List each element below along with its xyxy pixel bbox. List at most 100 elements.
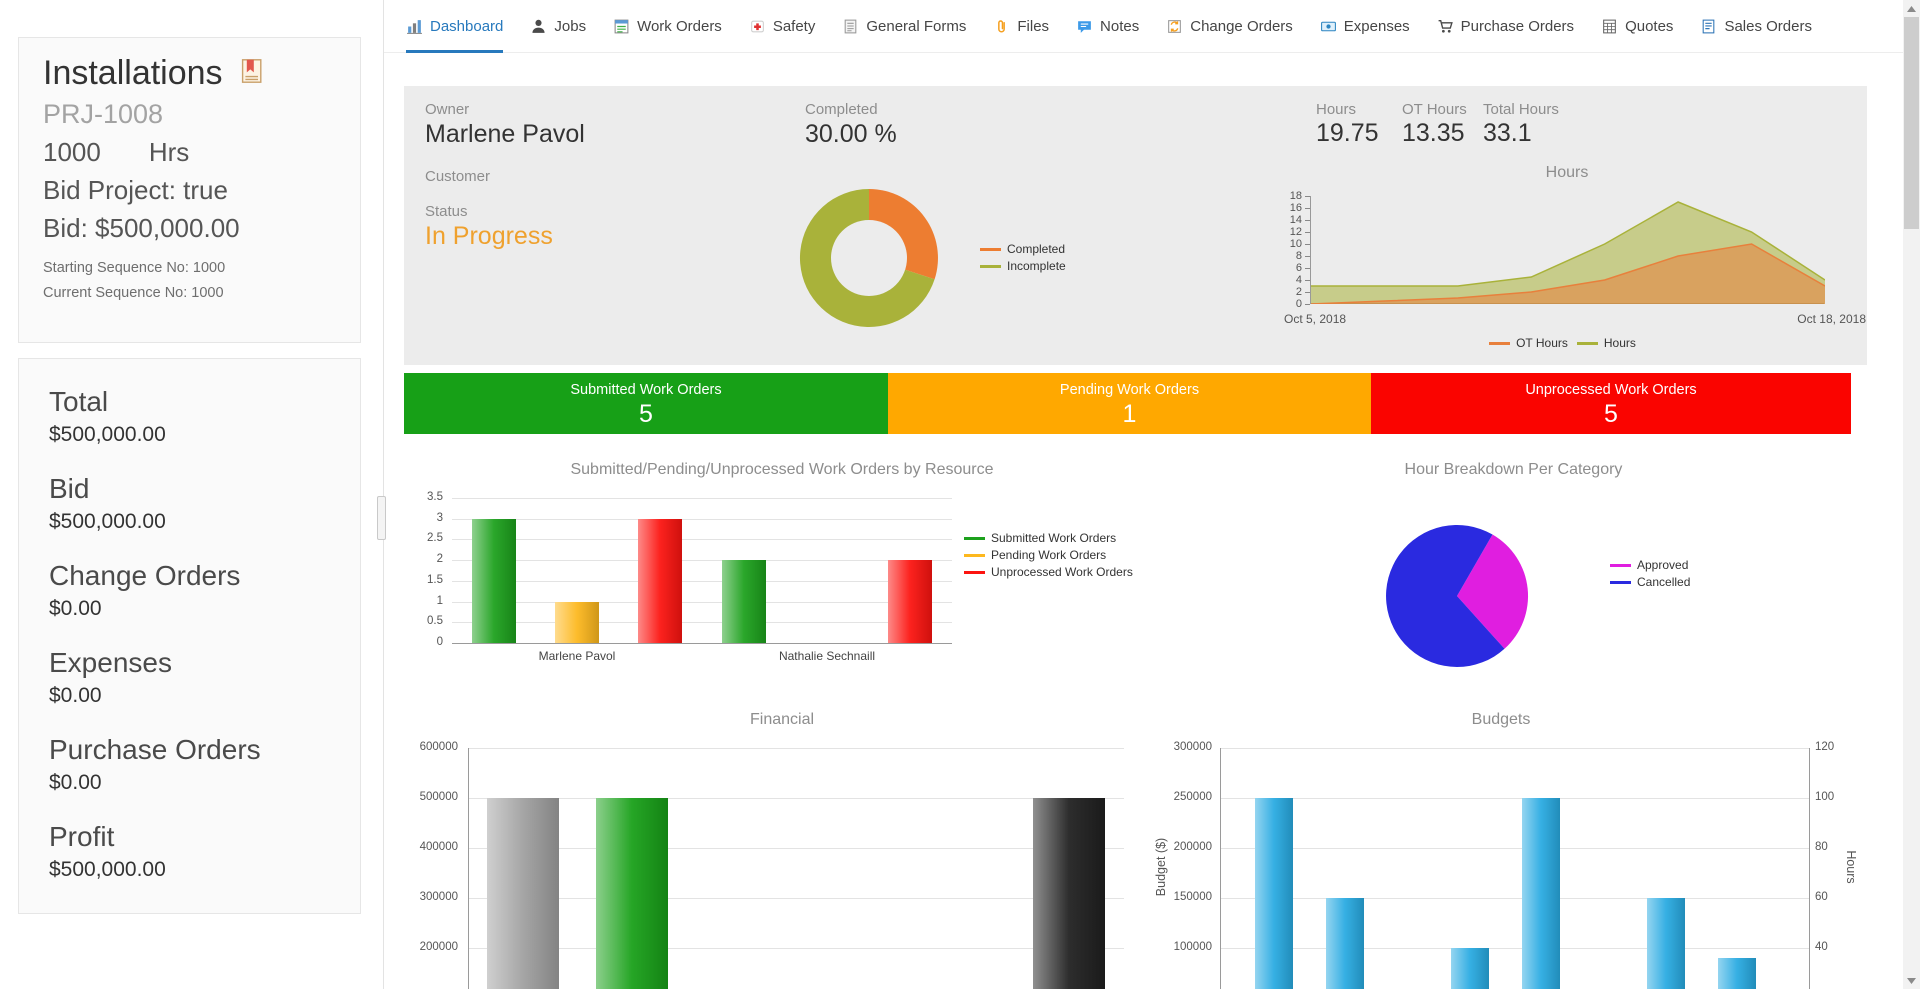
project-type-icon <box>237 57 265 90</box>
project-summary-panel: Installations PRJ-1008 1000 Hrs Bid Proj… <box>18 37 361 343</box>
financial-value: $0.00 <box>49 684 102 707</box>
tab-label: Jobs <box>554 17 587 35</box>
hour-breakdown-legend: Approved Cancelled <box>1610 558 1690 592</box>
grid-line <box>452 518 952 520</box>
tab-quotes[interactable]: Quotes <box>1601 0 1673 53</box>
grid-line <box>452 498 952 499</box>
left-tick-label: 200000 <box>1173 841 1212 853</box>
y-tick-label: 2.5 <box>427 532 443 545</box>
sales-orders-icon <box>1700 18 1717 35</box>
tab-safety[interactable]: Safety <box>749 0 816 53</box>
legend-item: Incomplete <box>980 259 1066 273</box>
ot-hours-stat-label: OT Hours <box>1402 101 1467 118</box>
legend-item: Pending Work Orders <box>964 548 1133 562</box>
y-tick <box>1305 304 1310 305</box>
right-tick-label: 40 <box>1815 941 1828 953</box>
hours-bar <box>1718 958 1756 989</box>
splitter-handle[interactable] <box>377 496 386 540</box>
bar <box>1033 798 1106 989</box>
legend-label: OT Hours <box>1516 336 1568 350</box>
tab-expenses[interactable]: Expenses <box>1320 0 1410 53</box>
tab-general-forms[interactable]: General Forms <box>842 0 966 53</box>
legend-swatch <box>980 247 1001 251</box>
y-tick-label: 600000 <box>419 741 458 753</box>
general-forms-icon <box>842 18 859 35</box>
hours-stat-value: 19.75 <box>1316 119 1379 147</box>
tab-work-orders[interactable]: Work Orders <box>613 0 722 53</box>
work-orders-icon <box>613 18 630 35</box>
right-tick-label: 80 <box>1815 841 1828 853</box>
hours-bar <box>1522 798 1560 989</box>
completion-donut-chart <box>794 183 944 333</box>
starting-sequence-line: Starting Sequence No: 1000 <box>43 260 226 276</box>
bar <box>471 518 516 643</box>
hour-breakdown-pie <box>1384 523 1530 669</box>
grid-line <box>1220 798 1809 799</box>
legend-item: OT Hours <box>1489 336 1568 350</box>
kpi-submitted-work-orders[interactable]: Submitted Work Orders 5 <box>404 373 888 434</box>
bar <box>638 518 683 643</box>
financial-value: $500,000.00 <box>49 858 166 881</box>
scroll-down-button[interactable] <box>1903 972 1920 989</box>
tab-dashboard[interactable]: Dashboard <box>406 0 504 53</box>
status-value: In Progress <box>425 222 553 250</box>
y-tick <box>1305 244 1310 245</box>
y-tick-label: 2 <box>436 553 443 566</box>
y-tick-label: 1 <box>436 594 443 607</box>
total-hours-stat-label: Total Hours <box>1483 101 1559 118</box>
purchase-orders-cart-icon <box>1437 18 1454 35</box>
vertical-scrollbar[interactable] <box>1903 0 1920 989</box>
project-title: Installations <box>43 54 223 92</box>
scroll-up-button[interactable] <box>1903 0 1920 17</box>
kpi-pending-work-orders[interactable]: Pending Work Orders 1 <box>888 373 1371 434</box>
legend-swatch <box>1489 341 1511 345</box>
y-tick-label: 12 <box>1289 226 1302 238</box>
hours-area-chart <box>1310 196 1826 305</box>
chart-title: Hour Breakdown Per Category <box>1404 461 1623 478</box>
tab-notes[interactable]: Notes <box>1076 0 1139 53</box>
y-tick-label: 400000 <box>419 841 458 853</box>
hours-x-start-label: Oct 5, 2018 <box>1284 312 1347 326</box>
tab-label: Safety <box>772 17 816 35</box>
legend-label: Hours <box>1603 336 1636 350</box>
kpi-value: 1 <box>1122 400 1137 428</box>
financial-summary-panel: Total $500,000.00 Bid $500,000.00 Change… <box>18 358 361 914</box>
financial-item-total: Total $500,000.00 <box>49 385 330 447</box>
panel-splitter[interactable] <box>383 0 384 989</box>
change-orders-icon <box>1166 18 1183 35</box>
financial-value: $0.00 <box>49 597 102 620</box>
legend-item: Hours <box>1576 336 1636 350</box>
legend-item: Unprocessed Work Orders <box>964 565 1133 579</box>
budgets-bar-plot: 3000002500002000001500001000005000012010… <box>1135 705 1867 989</box>
tab-label: Purchase Orders <box>1460 17 1575 35</box>
tab-sales-orders[interactable]: Sales Orders <box>1700 0 1812 53</box>
tab-change-orders[interactable]: Change Orders <box>1166 0 1293 53</box>
right-tick-label: 120 <box>1815 741 1835 753</box>
chart-title: Submitted/Pending/Unprocessed Work Order… <box>570 461 994 478</box>
hours-chart-legend: OT Hours Hours <box>1310 336 1824 350</box>
hours-bar <box>1326 898 1364 989</box>
scrollbar-thumb[interactable] <box>1904 17 1919 229</box>
tab-jobs[interactable]: Jobs <box>530 0 586 53</box>
hours-x-end-label: Oct 18, 2018 <box>1797 312 1866 326</box>
tab-files[interactable]: Files <box>993 0 1049 53</box>
y-tick-label: 0.5 <box>427 615 443 628</box>
ot-hours-stat-value: 13.35 <box>1402 119 1465 147</box>
kpi-unprocessed-work-orders[interactable]: Unprocessed Work Orders 5 <box>1371 373 1851 434</box>
grid-line <box>468 948 1124 949</box>
kpi-label: Unprocessed Work Orders <box>1525 382 1697 398</box>
grid-line <box>452 539 952 541</box>
legend-swatch <box>1610 563 1631 567</box>
y-tick-label: 3.5 <box>427 491 443 503</box>
grid-line <box>1220 948 1809 949</box>
y-tick-label: 0 <box>1295 298 1302 310</box>
project-hours-value: 1000 <box>43 137 101 167</box>
tab-purchase-orders[interactable]: Purchase Orders <box>1437 0 1574 53</box>
legend-label: Submitted Work Orders <box>991 531 1117 545</box>
legend-swatch <box>1610 580 1631 584</box>
financial-label: Profit <box>49 821 115 852</box>
right-tick-label: 60 <box>1815 891 1828 903</box>
chart-title: Budgets <box>1471 711 1531 728</box>
y-tick-label: 300000 <box>419 891 458 903</box>
work-orders-chart-legend: Submitted Work Orders Pending Work Orders… <box>964 531 1133 582</box>
